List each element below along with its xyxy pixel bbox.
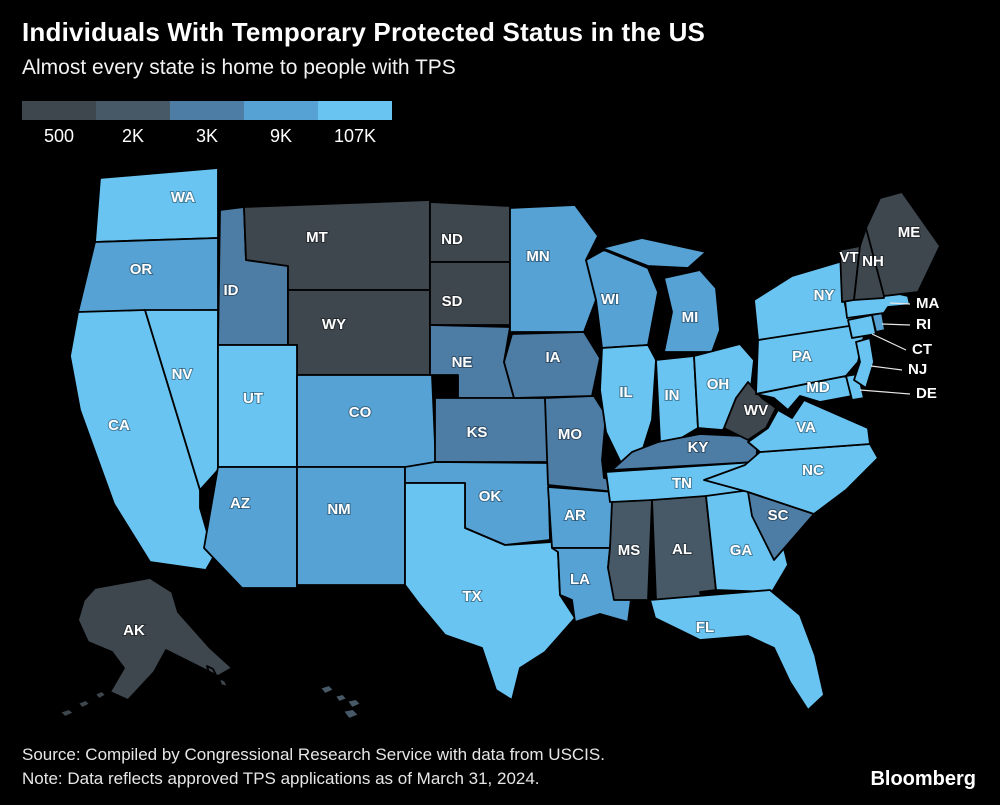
state-label-OK: OK	[479, 488, 502, 505]
state-label-NH: NH	[862, 253, 884, 270]
state-label-AZ: AZ	[230, 495, 250, 512]
state-NJ	[853, 337, 875, 389]
state-label-TN: TN	[672, 475, 692, 492]
state-WV	[723, 381, 777, 441]
state-label-ME: ME	[898, 224, 921, 241]
legend-color-bar	[22, 101, 392, 120]
state-label-LA: LA	[570, 571, 590, 588]
legend-label-107K: 107K	[333, 126, 377, 146]
state-IN	[655, 355, 699, 443]
state-label-OH: OH	[707, 376, 730, 393]
legend-labels: 500 2K 3K 9K 107K	[22, 126, 394, 150]
state-label-AK: AK	[123, 622, 145, 639]
figure-header: Individuals With Temporary Protected Sta…	[22, 17, 980, 80]
callout-line-RI	[881, 323, 911, 326]
state-label-UT: UT	[243, 390, 263, 407]
figure-footer: Source: Compiled by Congressional Resear…	[22, 743, 978, 791]
state-MN	[509, 204, 599, 333]
callout-label-RI: RI	[916, 316, 931, 333]
state-label-SD: SD	[442, 293, 463, 310]
state-label-VA: VA	[796, 419, 816, 436]
state-label-MD: MD	[806, 379, 829, 396]
state-label-MS: MS	[618, 542, 641, 559]
state-WY	[287, 289, 431, 376]
state-label-NV: NV	[172, 366, 193, 383]
callout-label-CT: CT	[912, 341, 932, 358]
state-label-CA: CA	[108, 417, 130, 434]
state-NC	[703, 443, 879, 515]
state-ME	[865, 191, 941, 297]
state-label-MO: MO	[558, 426, 582, 443]
state-MO	[544, 395, 617, 493]
state-label-MT: MT	[306, 229, 328, 246]
state-label-WV: WV	[744, 402, 768, 419]
legend: 500 2K 3K 9K 107K	[22, 101, 394, 150]
legend-swatch-9K	[244, 101, 318, 120]
state-label-ND: ND	[441, 231, 463, 248]
state-label-CO: CO	[349, 404, 372, 421]
callout-label-DE: DE	[916, 385, 937, 402]
state-label-ID: ID	[224, 282, 239, 299]
state-HI	[319, 684, 362, 720]
state-label-MN: MN	[526, 248, 549, 265]
state-label-VT: VT	[839, 249, 858, 266]
callout-line-CT	[871, 333, 907, 351]
legend-swatch-107K	[318, 101, 392, 120]
state-WI	[585, 249, 659, 349]
state-label-AL: AL	[672, 541, 692, 558]
state-label-SC: SC	[768, 507, 789, 524]
state-label-PA: PA	[792, 348, 812, 365]
state-label-MI: MI	[682, 309, 699, 326]
state-label-TX: TX	[462, 588, 481, 605]
state-KS	[434, 397, 549, 463]
legend-label-2K: 2K	[121, 126, 145, 146]
state-FL	[649, 589, 825, 711]
state-label-OR: OR	[130, 261, 153, 278]
state-label-IA: IA	[546, 349, 561, 366]
callout-line-MA	[889, 302, 911, 305]
state-label-AR: AR	[564, 507, 586, 524]
state-WA	[94, 167, 219, 243]
state-MI	[601, 237, 721, 353]
state-label-FL: FL	[696, 619, 714, 636]
state-label-NE: NE	[452, 354, 473, 371]
state-label-NM: NM	[327, 501, 350, 518]
state-label-IL: IL	[619, 384, 632, 401]
legend-swatch-500	[22, 101, 96, 120]
state-label-WA: WA	[171, 189, 195, 206]
state-label-WY: WY	[322, 316, 346, 333]
page-title: Individuals With Temporary Protected Sta…	[22, 17, 706, 47]
state-label-WI: WI	[601, 291, 619, 308]
note-text: Note: Data reflects approved TPS applica…	[22, 769, 540, 789]
state-label-NY: NY	[814, 287, 835, 304]
legend-swatch-3K	[170, 101, 244, 120]
callout-line-DE	[859, 389, 911, 395]
source-text: Source: Compiled by Congressional Resear…	[22, 745, 605, 765]
callout-line-NJ	[870, 365, 903, 371]
state-CT	[847, 314, 877, 339]
state-VA	[747, 399, 871, 453]
legend-label-500: 500	[43, 126, 75, 146]
state-TX	[404, 482, 576, 701]
subtitle: Almost every state is home to people wit…	[22, 55, 456, 79]
state-label-IN: IN	[665, 387, 680, 404]
state-CO	[296, 374, 437, 468]
state-AK	[59, 577, 233, 718]
state-label-GA: GA	[730, 542, 753, 559]
callout-label-MA: MA	[916, 295, 939, 312]
callout-label-NJ: NJ	[908, 361, 927, 378]
bloomberg-logo: Bloomberg	[870, 768, 976, 790]
state-label-KS: KS	[467, 424, 488, 441]
state-AZ	[203, 466, 298, 589]
state-NM	[296, 466, 406, 586]
state-label-KY: KY	[688, 439, 709, 456]
state-label-NC: NC	[802, 462, 824, 479]
legend-swatch-2K	[96, 101, 170, 120]
legend-label-9K: 9K	[269, 126, 293, 146]
legend-label-3K: 3K	[195, 126, 219, 146]
